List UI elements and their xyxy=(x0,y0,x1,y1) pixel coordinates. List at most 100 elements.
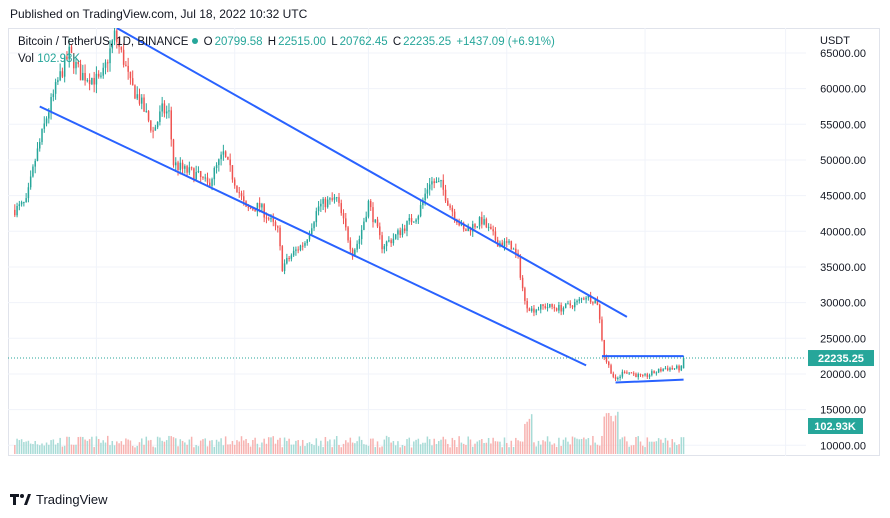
candle-body[interactable] xyxy=(267,218,270,220)
candle-body[interactable] xyxy=(578,299,581,301)
candle-body[interactable] xyxy=(544,306,547,309)
candle-body[interactable] xyxy=(222,151,225,155)
candle-body[interactable] xyxy=(458,222,460,226)
candle-body[interactable] xyxy=(510,241,513,250)
candle-body[interactable] xyxy=(605,357,608,362)
candle-body[interactable] xyxy=(131,78,134,86)
candle-body[interactable] xyxy=(308,234,311,240)
candle-body[interactable] xyxy=(263,204,265,218)
candle-body[interactable] xyxy=(351,249,354,257)
candle-body[interactable] xyxy=(635,373,637,378)
candle-body[interactable] xyxy=(165,111,168,114)
candle-body[interactable] xyxy=(277,226,279,228)
candle-body[interactable] xyxy=(340,203,343,214)
candle-body[interactable] xyxy=(283,263,286,271)
candle-body[interactable] xyxy=(437,181,440,183)
candle-body[interactable] xyxy=(297,249,299,251)
candle-body[interactable] xyxy=(612,373,615,377)
candle-body[interactable] xyxy=(68,46,70,60)
candle-body[interactable] xyxy=(503,241,506,247)
candle-body[interactable] xyxy=(233,179,236,186)
candle-body[interactable] xyxy=(492,229,494,232)
candle-body[interactable] xyxy=(218,159,220,166)
candle-body[interactable] xyxy=(358,239,361,244)
candle-body[interactable] xyxy=(549,304,551,308)
candle-body[interactable] xyxy=(20,202,23,205)
candle-body[interactable] xyxy=(580,298,583,300)
candle-body[interactable] xyxy=(521,277,524,289)
candle-body[interactable] xyxy=(419,205,422,217)
candle-body[interactable] xyxy=(281,246,284,271)
candle-body[interactable] xyxy=(324,198,327,208)
candle-body[interactable] xyxy=(161,103,163,112)
candle-body[interactable] xyxy=(36,148,39,161)
candle-body[interactable] xyxy=(476,226,479,228)
candle-body[interactable] xyxy=(494,231,497,240)
candle-body[interactable] xyxy=(666,368,669,371)
candle-body[interactable] xyxy=(41,128,43,143)
candle-body[interactable] xyxy=(91,77,93,85)
candle-body[interactable] xyxy=(34,160,36,167)
candle-body[interactable] xyxy=(279,227,281,247)
candle-body[interactable] xyxy=(50,97,52,113)
candle-body[interactable] xyxy=(519,255,522,278)
candle-body[interactable] xyxy=(585,297,587,300)
candle-body[interactable] xyxy=(141,97,143,104)
candle-body[interactable] xyxy=(95,73,98,85)
candle-body[interactable] xyxy=(626,372,628,374)
candle-body[interactable] xyxy=(388,240,390,242)
candle-body[interactable] xyxy=(487,226,490,228)
candle-body[interactable] xyxy=(474,224,476,228)
candle-body[interactable] xyxy=(596,300,599,305)
candle-body[interactable] xyxy=(465,229,467,232)
candle-body[interactable] xyxy=(301,245,304,247)
candle-body[interactable] xyxy=(345,218,347,228)
candle-body[interactable] xyxy=(120,46,123,50)
candle-body[interactable] xyxy=(535,309,537,313)
candle-body[interactable] xyxy=(381,235,383,250)
candle-body[interactable] xyxy=(589,295,592,303)
candle-body[interactable] xyxy=(100,75,102,77)
candle-body[interactable] xyxy=(23,202,25,204)
candle-body[interactable] xyxy=(526,300,528,309)
candle-body[interactable] xyxy=(290,255,293,259)
candle-body[interactable] xyxy=(143,97,145,112)
candle-body[interactable] xyxy=(306,239,309,244)
candle-body[interactable] xyxy=(680,365,683,371)
price-axis[interactable]: 10000.00 15000.00 20000.00 25000.00 30000.00… xyxy=(808,35,874,452)
candle-body[interactable] xyxy=(211,179,213,186)
candle-body[interactable] xyxy=(152,130,154,132)
candle-body[interactable] xyxy=(252,208,254,210)
candle-body[interactable] xyxy=(27,187,30,199)
candle-body[interactable] xyxy=(136,94,138,99)
candle-body[interactable] xyxy=(270,218,272,220)
candle-body[interactable] xyxy=(447,200,449,206)
candle-body[interactable] xyxy=(648,375,651,377)
candle-body[interactable] xyxy=(435,181,438,184)
candle-body[interactable] xyxy=(601,319,603,340)
candle-body[interactable] xyxy=(292,250,295,256)
candle-body[interactable] xyxy=(29,176,32,188)
candle-body[interactable] xyxy=(256,202,259,212)
candle-body[interactable] xyxy=(52,93,55,98)
candle-body[interactable] xyxy=(66,56,68,60)
candle-body[interactable] xyxy=(156,121,159,128)
candle-body[interactable] xyxy=(147,111,150,121)
candle-body[interactable] xyxy=(154,127,157,131)
candle-body[interactable] xyxy=(623,371,626,373)
candle-body[interactable] xyxy=(399,230,401,236)
candle-body[interactable] xyxy=(220,154,222,160)
candle-body[interactable] xyxy=(88,80,91,85)
candle-body[interactable] xyxy=(347,227,349,241)
candle-body[interactable] xyxy=(576,300,578,303)
candle-body[interactable] xyxy=(551,304,553,307)
candle-body[interactable] xyxy=(676,365,678,369)
candle-body[interactable] xyxy=(628,372,630,374)
candle-body[interactable] xyxy=(614,376,617,379)
candle-body[interactable] xyxy=(77,62,80,65)
candle-body[interactable] xyxy=(227,156,229,160)
candle-body[interactable] xyxy=(356,243,358,250)
candle-body[interactable] xyxy=(646,374,649,377)
candle-body[interactable] xyxy=(104,62,107,68)
candle-body[interactable] xyxy=(168,110,170,112)
